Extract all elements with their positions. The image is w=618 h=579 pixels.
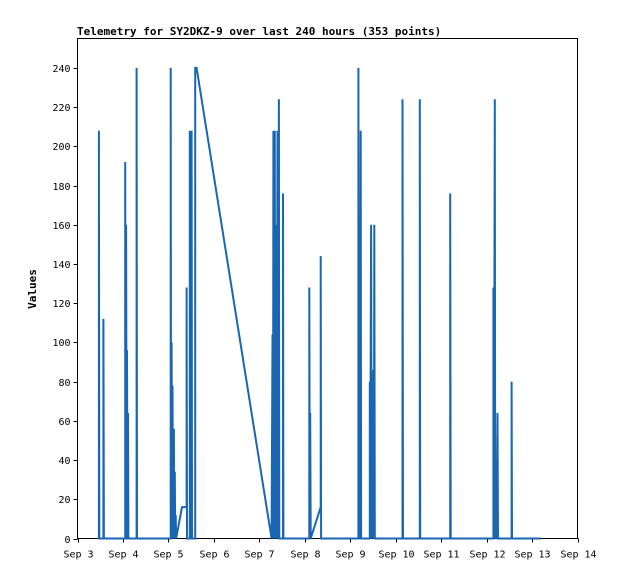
y-tick-label: 0 <box>64 535 70 546</box>
y-tick-label: 240 <box>52 64 70 75</box>
y-axis: 0 20 40 60 80 100 120 140 160 180 200 220 240 <box>52 64 78 546</box>
x-tick-label: Sep 11 <box>423 550 459 561</box>
series-line <box>97 66 542 540</box>
x-tick-label: Sep 3 <box>63 550 93 561</box>
y-tick-label: 20 <box>58 495 70 506</box>
y-tick-label: 80 <box>58 378 70 389</box>
chart-title: Telemetry for SY2DKZ-9 over last 240 hou… <box>77 25 441 38</box>
x-tick-label: Sep 14 <box>560 550 596 561</box>
y-tick-label: 180 <box>52 182 70 193</box>
y-tick-label: 120 <box>52 299 70 310</box>
series-layer <box>97 66 542 540</box>
x-tick-label: Sep 7 <box>244 550 274 561</box>
y-tick-label: 40 <box>58 456 70 467</box>
x-tick-label: Sep 4 <box>108 550 138 561</box>
x-axis: Sep 3 Sep 4 Sep 5 Sep 6 Sep 7 Sep 8 Sep 9 Sep 1… <box>63 538 597 561</box>
y-tick-label: 200 <box>52 142 70 153</box>
x-tick-label: Sep 8 <box>290 550 320 561</box>
y-tick-label: 60 <box>58 417 70 428</box>
x-tick-label: Sep 10 <box>378 550 414 561</box>
y-tick-label: 140 <box>52 260 70 271</box>
y-tick-label: 220 <box>52 103 70 114</box>
x-tick-label: Sep 13 <box>514 550 550 561</box>
x-tick-label: Sep 6 <box>199 550 229 561</box>
plot-frame <box>77 38 578 539</box>
x-tick-label: Sep 9 <box>335 550 365 561</box>
y-tick-label: 160 <box>52 221 70 232</box>
y-axis-label: Values <box>26 269 39 309</box>
x-tick-label: Sep 5 <box>153 550 183 561</box>
y-tick-label: 100 <box>52 338 70 349</box>
x-tick-label: Sep 12 <box>469 550 505 561</box>
